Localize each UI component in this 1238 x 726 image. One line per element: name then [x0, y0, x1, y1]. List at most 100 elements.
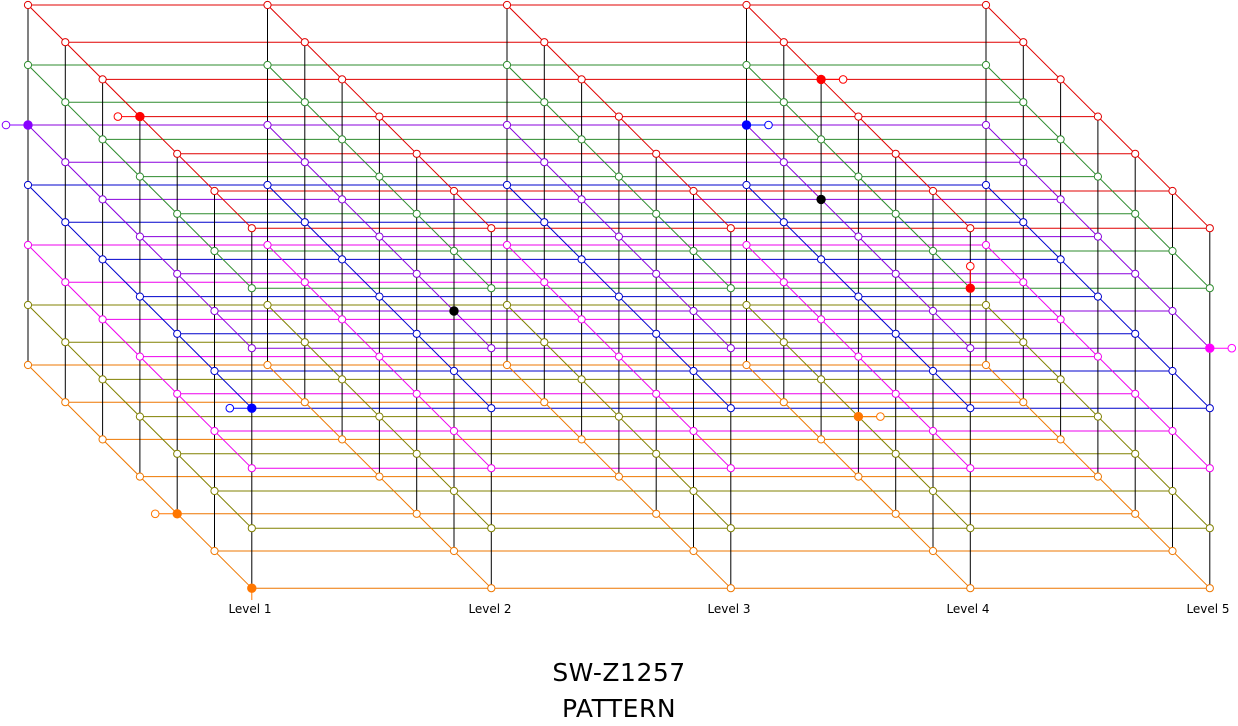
lattice-svg	[1, 0, 1237, 600]
lattice-node	[1056, 135, 1065, 144]
lattice-node	[449, 486, 459, 496]
lattice-node	[1093, 172, 1103, 181]
lattice-node	[689, 546, 698, 556]
lattice-node	[247, 464, 256, 473]
diagram-title: SW-Z1257	[552, 658, 686, 687]
lattice-node	[375, 472, 384, 481]
lattice-node	[817, 375, 826, 384]
lattice-node	[375, 352, 384, 361]
lattice-node	[375, 172, 384, 181]
lattice-node	[966, 524, 975, 533]
lattice-node	[1168, 366, 1177, 376]
lattice-node	[928, 486, 938, 496]
lattice-node	[449, 246, 459, 256]
lattice-node	[1131, 269, 1140, 278]
marker-node	[247, 583, 257, 593]
marker-stub-end	[1227, 343, 1237, 353]
lattice-node	[1056, 435, 1065, 444]
marker-node	[23, 120, 33, 130]
lattice-node	[854, 472, 863, 481]
lattice-node	[1093, 352, 1103, 361]
lattice-node	[614, 292, 624, 301]
lattice-node	[1019, 278, 1028, 287]
lattice-node	[891, 509, 900, 518]
lattice-node	[247, 284, 256, 293]
marker-stub-end	[876, 412, 885, 421]
lattice-node	[210, 366, 219, 376]
lattice-node	[412, 329, 421, 338]
lattice-node	[689, 306, 698, 316]
lattice-node	[652, 329, 661, 338]
lattice-node	[854, 352, 863, 361]
lattice-node	[779, 398, 788, 407]
lattice-node	[1168, 186, 1177, 196]
lattice-node	[614, 112, 624, 121]
lattice-node	[173, 449, 182, 458]
lattice-node	[338, 435, 347, 444]
lattice-node	[61, 158, 70, 167]
lattice-node	[779, 98, 788, 107]
lattice-node	[61, 338, 70, 347]
lattice-node	[338, 135, 347, 144]
lattice-node	[577, 75, 586, 84]
lattice-node	[300, 398, 309, 407]
marker-node	[965, 283, 975, 293]
lattice-node	[540, 38, 549, 47]
lattice-node	[981, 0, 991, 10]
lattice-node	[817, 135, 826, 144]
lattice-node	[817, 435, 826, 444]
lattice-node	[98, 135, 107, 144]
lattice-node	[502, 240, 512, 250]
lattice-node	[854, 292, 863, 301]
lattice-node	[1205, 584, 1214, 593]
lattice-node	[540, 338, 549, 347]
lattice-node	[210, 246, 219, 256]
lattice-node	[981, 120, 991, 130]
lattice-node	[23, 240, 33, 250]
lattice-node	[1205, 464, 1214, 473]
lattice-node	[1056, 255, 1065, 264]
lattice-node	[891, 329, 900, 338]
lattice-node	[854, 112, 863, 121]
lattice-node	[247, 344, 256, 353]
marker-stub-end	[113, 112, 123, 121]
lattice-node	[779, 38, 788, 47]
lattice-node	[210, 186, 219, 196]
lattice-node	[966, 404, 975, 413]
lattice-node	[375, 412, 384, 421]
lattice-node	[487, 344, 496, 353]
lattice-node	[263, 60, 272, 70]
lattice-node	[1131, 449, 1140, 458]
lattice-node	[1093, 412, 1103, 421]
lattice-node	[689, 486, 698, 496]
lattice-node	[742, 240, 751, 250]
lattice-node	[614, 232, 624, 241]
marker-node	[172, 509, 182, 519]
lattice-node	[487, 584, 496, 593]
lattice-node	[689, 246, 698, 256]
lattice-node	[817, 315, 826, 324]
lattice-node	[1019, 38, 1028, 47]
marker-node	[816, 194, 826, 205]
lattice-node	[61, 278, 70, 287]
lattice-node	[577, 255, 586, 264]
lattice-node	[779, 278, 788, 287]
lattice-node	[135, 232, 144, 241]
lattice-node	[61, 38, 70, 47]
lattice-node	[891, 449, 900, 458]
lattice-node	[1205, 224, 1214, 233]
lattice-node	[61, 98, 70, 107]
level-label-3: Level 3	[707, 602, 751, 616]
marker-node	[247, 403, 257, 413]
lattice-node	[726, 224, 735, 233]
lattice-node	[928, 546, 938, 556]
lattice-node	[263, 180, 272, 190]
marker-node	[135, 111, 145, 122]
lattice-node	[1205, 404, 1214, 413]
lattice-node	[1168, 306, 1177, 316]
lattice-node	[263, 300, 272, 310]
lattice-node	[263, 0, 272, 10]
marker-stub-end	[838, 75, 848, 84]
lattice-node	[23, 60, 33, 70]
lattice-node	[540, 278, 549, 287]
